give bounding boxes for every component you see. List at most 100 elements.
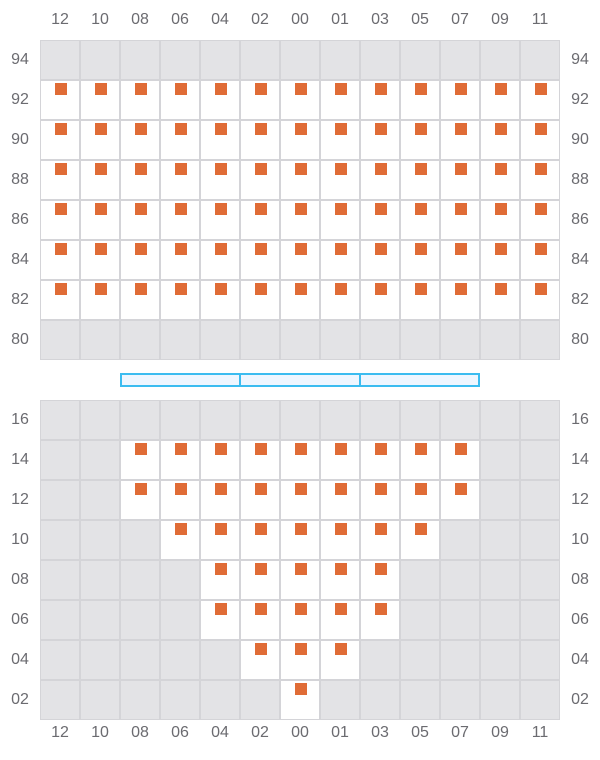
seat[interactable] bbox=[415, 483, 427, 495]
seat[interactable] bbox=[135, 443, 147, 455]
seat[interactable] bbox=[95, 243, 107, 255]
seat[interactable] bbox=[455, 83, 467, 95]
seat[interactable] bbox=[215, 283, 227, 295]
seat[interactable] bbox=[495, 123, 507, 135]
seat[interactable] bbox=[495, 203, 507, 215]
seat[interactable] bbox=[95, 203, 107, 215]
seat[interactable] bbox=[535, 203, 547, 215]
seat[interactable] bbox=[255, 83, 267, 95]
seat[interactable] bbox=[295, 643, 307, 655]
seat[interactable] bbox=[215, 203, 227, 215]
seat[interactable] bbox=[535, 83, 547, 95]
seat[interactable] bbox=[135, 163, 147, 175]
seat[interactable] bbox=[135, 83, 147, 95]
seat[interactable] bbox=[375, 483, 387, 495]
seat[interactable] bbox=[175, 483, 187, 495]
seat[interactable] bbox=[55, 243, 67, 255]
seat[interactable] bbox=[415, 203, 427, 215]
seat[interactable] bbox=[415, 523, 427, 535]
seat[interactable] bbox=[55, 203, 67, 215]
seat[interactable] bbox=[535, 243, 547, 255]
seat[interactable] bbox=[495, 283, 507, 295]
seat[interactable] bbox=[175, 123, 187, 135]
seat[interactable] bbox=[295, 283, 307, 295]
seat[interactable] bbox=[255, 563, 267, 575]
seat[interactable] bbox=[455, 283, 467, 295]
seat[interactable] bbox=[55, 163, 67, 175]
seat[interactable] bbox=[175, 83, 187, 95]
seat[interactable] bbox=[375, 443, 387, 455]
seat[interactable] bbox=[335, 283, 347, 295]
seat[interactable] bbox=[295, 563, 307, 575]
seat[interactable] bbox=[415, 243, 427, 255]
seat[interactable] bbox=[335, 443, 347, 455]
seat[interactable] bbox=[295, 163, 307, 175]
seat[interactable] bbox=[335, 203, 347, 215]
seat[interactable] bbox=[375, 603, 387, 615]
seat[interactable] bbox=[415, 283, 427, 295]
seat[interactable] bbox=[295, 443, 307, 455]
seat[interactable] bbox=[375, 283, 387, 295]
seat[interactable] bbox=[415, 163, 427, 175]
seat[interactable] bbox=[255, 483, 267, 495]
seat[interactable] bbox=[295, 603, 307, 615]
seat[interactable] bbox=[455, 203, 467, 215]
seat[interactable] bbox=[495, 243, 507, 255]
seat[interactable] bbox=[255, 203, 267, 215]
seat[interactable] bbox=[215, 83, 227, 95]
seat[interactable] bbox=[215, 523, 227, 535]
seat[interactable] bbox=[455, 483, 467, 495]
seat[interactable] bbox=[295, 123, 307, 135]
seat[interactable] bbox=[335, 83, 347, 95]
seat[interactable] bbox=[135, 123, 147, 135]
seat[interactable] bbox=[535, 163, 547, 175]
seat[interactable] bbox=[415, 443, 427, 455]
seat[interactable] bbox=[215, 123, 227, 135]
seat[interactable] bbox=[215, 443, 227, 455]
seat[interactable] bbox=[215, 603, 227, 615]
seat[interactable] bbox=[255, 243, 267, 255]
seat[interactable] bbox=[295, 683, 307, 695]
seat[interactable] bbox=[95, 283, 107, 295]
seat[interactable] bbox=[255, 163, 267, 175]
seat[interactable] bbox=[135, 283, 147, 295]
seat[interactable] bbox=[455, 243, 467, 255]
seat[interactable] bbox=[335, 163, 347, 175]
seat[interactable] bbox=[175, 523, 187, 535]
seat[interactable] bbox=[415, 83, 427, 95]
seat[interactable] bbox=[95, 123, 107, 135]
seat[interactable] bbox=[295, 243, 307, 255]
seat[interactable] bbox=[335, 243, 347, 255]
seat[interactable] bbox=[455, 443, 467, 455]
seat[interactable] bbox=[295, 83, 307, 95]
seat[interactable] bbox=[535, 283, 547, 295]
seat[interactable] bbox=[295, 483, 307, 495]
seat[interactable] bbox=[375, 243, 387, 255]
seat[interactable] bbox=[375, 523, 387, 535]
seat[interactable] bbox=[335, 563, 347, 575]
seat[interactable] bbox=[415, 123, 427, 135]
seat[interactable] bbox=[255, 523, 267, 535]
seat[interactable] bbox=[295, 203, 307, 215]
seat[interactable] bbox=[175, 443, 187, 455]
seat[interactable] bbox=[255, 643, 267, 655]
seat[interactable] bbox=[495, 83, 507, 95]
seat[interactable] bbox=[135, 243, 147, 255]
seat[interactable] bbox=[255, 283, 267, 295]
seat[interactable] bbox=[335, 123, 347, 135]
seat[interactable] bbox=[55, 123, 67, 135]
seat[interactable] bbox=[215, 563, 227, 575]
seat[interactable] bbox=[255, 603, 267, 615]
seat[interactable] bbox=[215, 483, 227, 495]
seat[interactable] bbox=[255, 123, 267, 135]
seat[interactable] bbox=[335, 523, 347, 535]
seat[interactable] bbox=[495, 163, 507, 175]
seat[interactable] bbox=[375, 163, 387, 175]
seat[interactable] bbox=[375, 83, 387, 95]
seat[interactable] bbox=[95, 163, 107, 175]
seat[interactable] bbox=[95, 83, 107, 95]
seat[interactable] bbox=[215, 243, 227, 255]
seat[interactable] bbox=[335, 643, 347, 655]
seat[interactable] bbox=[135, 203, 147, 215]
seat[interactable] bbox=[375, 123, 387, 135]
